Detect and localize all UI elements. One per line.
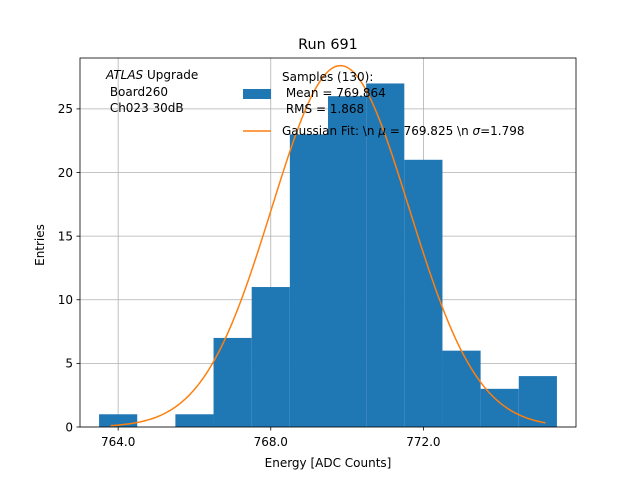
annotation-block: ATLAS Upgrade Board260 Ch023 30dB xyxy=(105,68,198,115)
histogram-bars xyxy=(99,83,557,428)
histogram-bar xyxy=(328,96,367,427)
histogram-bar xyxy=(289,134,328,427)
legend-hist-swatch xyxy=(243,89,271,99)
histogram-bar xyxy=(251,287,290,427)
histogram-bar xyxy=(518,376,557,427)
histogram-bar xyxy=(442,350,481,427)
annotation-line-1: ATLAS Upgrade xyxy=(105,68,198,82)
x-axis-ticks: 764.0 768.0 772.0 xyxy=(101,427,441,449)
legend-hist-line-1: Samples (130): xyxy=(282,70,373,84)
legend-fit-mu-value: = 769.825 \n xyxy=(386,124,473,138)
histogram-bar xyxy=(213,337,252,427)
x-tick-label: 764.0 xyxy=(101,435,135,449)
y-tick-label: 0 xyxy=(65,420,73,434)
annotation-line-2: Board260 xyxy=(106,85,168,99)
histogram-bar xyxy=(480,388,519,427)
legend-hist-line-3: RMS = 1.868 xyxy=(282,102,364,116)
x-tick-label: 772.0 xyxy=(406,435,440,449)
y-axis-ticks: 0 5 10 15 20 25 xyxy=(58,102,80,434)
histogram-bar xyxy=(404,159,443,428)
legend-fit-prefix: Gaussian Fit: \n xyxy=(282,124,378,138)
histogram-bar xyxy=(175,414,214,427)
x-tick-label: 768.0 xyxy=(254,435,288,449)
y-tick-label: 15 xyxy=(58,229,73,243)
y-axis-label: Entries xyxy=(33,224,47,266)
annotation-upgrade: Upgrade xyxy=(143,68,198,82)
histogram-bar xyxy=(366,83,405,427)
gaussian-fit-curve xyxy=(110,64,546,427)
annotation-atlas: ATLAS xyxy=(105,68,144,82)
legend: Samples (130): Mean = 769.864 RMS = 1.86… xyxy=(243,70,525,138)
legend-fit-label: Gaussian Fit: \n μ = 769.825 \n σ=1.798 xyxy=(282,124,525,138)
legend-fit-sigma-value: =1.798 xyxy=(480,124,524,138)
y-tick-label: 20 xyxy=(58,166,73,180)
legend-fit-mu-symbol: μ xyxy=(377,124,386,138)
annotation-line-3: Ch023 30dB xyxy=(106,101,184,115)
chart-title: Run 691 xyxy=(298,37,358,53)
axes-frame xyxy=(79,57,577,428)
y-tick-label: 10 xyxy=(58,293,73,307)
legend-fit-sigma-symbol: σ xyxy=(473,124,481,138)
y-tick-label: 5 xyxy=(65,357,73,371)
y-tick-label: 25 xyxy=(58,102,73,116)
x-axis-label: Energy [ADC Counts] xyxy=(265,456,392,470)
legend-hist-line-2: Mean = 769.864 xyxy=(282,86,386,100)
